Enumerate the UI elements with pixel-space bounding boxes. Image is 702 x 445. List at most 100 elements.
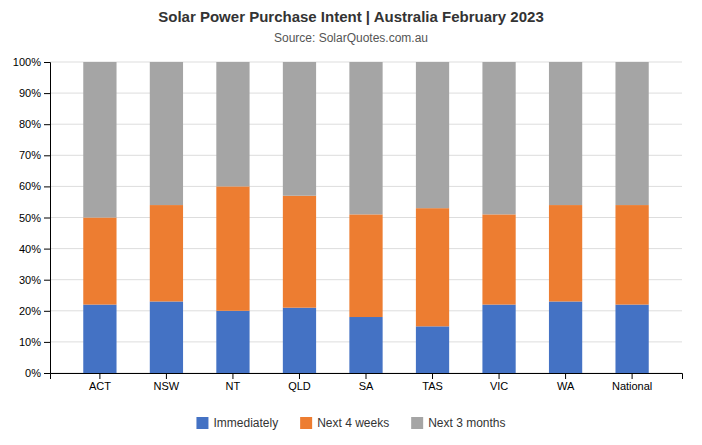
bar-series [83, 62, 648, 218]
tick: TAS [422, 373, 443, 392]
bar [216, 186, 249, 310]
bar [283, 196, 316, 308]
bar [216, 62, 249, 186]
bar [615, 205, 648, 305]
bar [283, 62, 316, 196]
tick-label: 20% [19, 305, 41, 317]
subtitle: Source: SolarQuotes.com.au [274, 31, 428, 45]
axis-line [51, 374, 683, 380]
tick-label: 0% [25, 367, 41, 379]
tick-mark [44, 311, 50, 312]
bar [482, 62, 515, 214]
tick: National [612, 373, 652, 392]
bar [349, 214, 382, 317]
tick-label: 50% [19, 212, 41, 224]
bar [615, 305, 648, 373]
legend-label: Next 4 weeks [317, 416, 389, 430]
tick-label: 10% [19, 336, 41, 348]
tick-mark [632, 373, 633, 379]
bar [482, 305, 515, 373]
tick-mark [44, 342, 50, 343]
tick-mark [44, 124, 50, 125]
tick-label: National [612, 380, 652, 392]
tick-label: ACT [89, 380, 111, 392]
tick: 40% [19, 243, 50, 255]
bar [150, 301, 183, 373]
tick-label: NT [226, 380, 241, 392]
legend-label: Next 3 months [428, 416, 505, 430]
bar [349, 62, 382, 214]
tick-mark [99, 373, 100, 379]
bar [150, 62, 183, 205]
tick-label: 80% [19, 118, 41, 130]
bars [83, 62, 648, 373]
legend: Immediately Next 4 weeks Next 3 months [196, 416, 505, 430]
title: Solar Power Purchase Intent | Australia … [158, 8, 543, 25]
bar [150, 205, 183, 301]
bar [283, 308, 316, 373]
tick: 100% [13, 56, 50, 68]
tick-mark [44, 155, 50, 156]
tick-label: 90% [19, 87, 41, 99]
tick-mark [432, 373, 433, 379]
tick: 20% [19, 305, 50, 317]
tick: SA [359, 373, 374, 392]
bar [349, 317, 382, 373]
legend-label: Immediately [213, 416, 278, 430]
tick: WA [557, 373, 575, 392]
chart: Solar Power Purchase Intent | Australia … [0, 0, 702, 445]
tick: VIC [490, 373, 508, 392]
tick-label: 40% [19, 243, 41, 255]
tick: 90% [19, 87, 50, 99]
bar [416, 62, 449, 208]
tick: 10% [19, 336, 50, 348]
tick-mark [44, 186, 50, 187]
tick-mark [44, 280, 50, 281]
bar [615, 62, 648, 205]
tick-mark [299, 373, 300, 379]
bar [83, 218, 116, 305]
bar [216, 311, 249, 373]
x-axis: ACT NSW NT QLD SA TAS VIC WA National [51, 373, 683, 392]
tick-mark [44, 62, 50, 63]
bar [83, 62, 116, 218]
tick: ACT [89, 373, 111, 392]
tick-label: 30% [19, 274, 41, 286]
tick-label: VIC [490, 380, 508, 392]
bar [416, 326, 449, 373]
tick-label: QLD [288, 380, 311, 392]
tick: QLD [288, 373, 311, 392]
y-axis: 0% 10% 20% 30% 40% 50% 60% 70% 80% 90% 100% [13, 56, 51, 379]
legend-item: Next 4 weeks [300, 416, 389, 430]
tick-mark [565, 373, 566, 379]
bar [482, 214, 515, 304]
bar [549, 205, 582, 301]
tick-label: 70% [19, 149, 41, 161]
tick-mark [232, 373, 233, 379]
tick-mark [499, 373, 500, 379]
bar [416, 208, 449, 326]
tick-mark [166, 373, 167, 379]
tick-label: WA [557, 380, 575, 392]
grid [50, 62, 682, 373]
legend-swatch [300, 417, 312, 429]
tick-mark [44, 218, 50, 219]
bar [549, 301, 582, 373]
bar [83, 305, 116, 373]
tick-mark [44, 93, 50, 94]
axis-line [44, 63, 51, 374]
tick-label: SA [359, 380, 374, 392]
bar [549, 62, 582, 205]
legend-swatch [411, 417, 423, 429]
tick-label: 60% [19, 180, 41, 192]
legend-item: Next 3 months [411, 416, 505, 430]
tick-label: 100% [13, 56, 41, 68]
tick-mark [44, 249, 50, 250]
tick-mark [44, 373, 50, 374]
legend-item: Immediately [196, 416, 278, 430]
tick: 30% [19, 274, 50, 286]
tick: 50% [19, 212, 50, 224]
tick: 80% [19, 118, 50, 130]
tick: 60% [19, 180, 50, 192]
tick: NSW [154, 373, 180, 392]
